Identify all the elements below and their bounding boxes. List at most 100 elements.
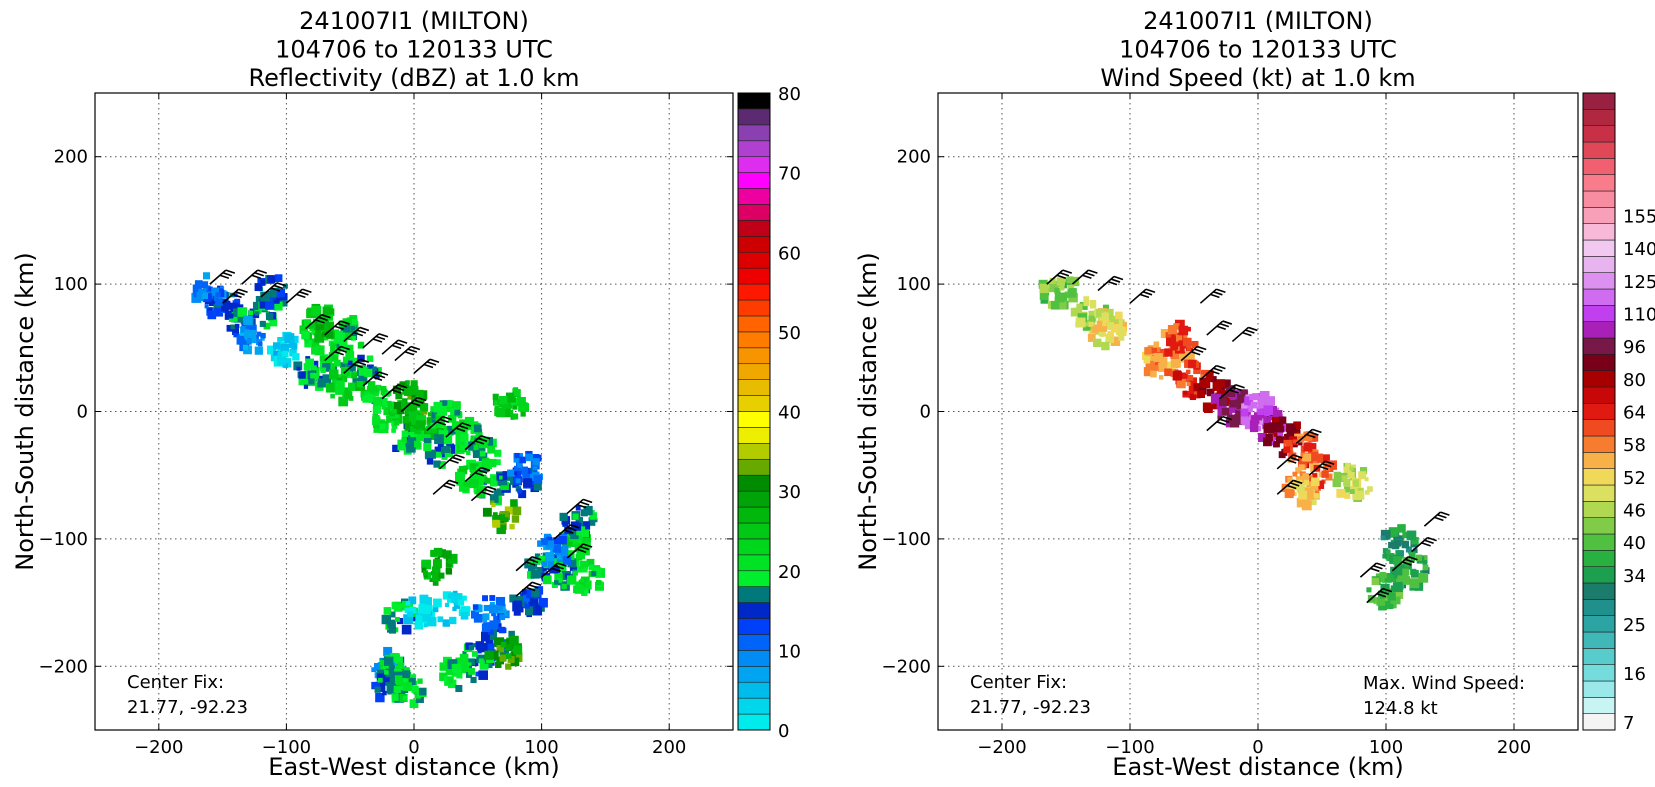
wind-barb-flag	[474, 440, 485, 445]
data-cell	[1186, 326, 1191, 332]
chart-title-line: 241007I1 (MILTON)	[1143, 7, 1373, 35]
wind-barb	[343, 326, 370, 343]
colorbar-tick-label: 140	[1623, 239, 1655, 260]
data-cell	[500, 481, 509, 491]
x-tick-label: 0	[1252, 737, 1263, 758]
y-tick-label: −100	[882, 529, 931, 550]
wind-barb-flag	[340, 345, 350, 351]
wind-barb	[1391, 555, 1418, 572]
wind-barb-flag	[525, 586, 536, 592]
colorbar-bin	[1582, 419, 1616, 437]
wind-barb-flag	[1210, 293, 1220, 299]
data-cell	[552, 554, 558, 560]
data-cell	[1391, 577, 1396, 583]
data-cell	[1303, 431, 1313, 441]
data-cell	[520, 403, 530, 412]
data-cell	[541, 538, 548, 545]
data-cell	[1341, 475, 1348, 481]
wind-barb-flag	[1318, 465, 1329, 471]
data-cell	[480, 631, 491, 642]
data-cell	[581, 529, 590, 538]
colorbar-bin	[1582, 533, 1616, 551]
data-cell	[492, 519, 501, 528]
chart-title-line: 241007I1 (MILTON)	[299, 7, 529, 35]
data-cell	[362, 395, 370, 403]
data-field	[191, 269, 605, 709]
data-cell	[509, 524, 515, 530]
data-cell	[1349, 489, 1355, 494]
data-cell	[1212, 402, 1219, 410]
wind-barb-flag	[340, 320, 350, 325]
wind-barb-flag	[582, 498, 593, 504]
data-cell	[1106, 321, 1115, 329]
data-cell	[291, 343, 298, 350]
data-cell	[562, 556, 572, 565]
wind-barb	[222, 288, 248, 304]
wind-barb	[285, 288, 312, 304]
data-cell	[1333, 471, 1341, 480]
data-cell	[1344, 492, 1351, 499]
data-cell	[510, 657, 520, 667]
data-cell	[588, 564, 595, 571]
colorbar-bin	[737, 331, 771, 349]
wind-barb-flag	[222, 271, 233, 277]
data-cell	[1107, 330, 1114, 338]
data-cell	[415, 420, 426, 430]
colorbar-bin	[1582, 223, 1616, 241]
data-cell	[389, 676, 400, 687]
colorbar-bin	[1582, 582, 1616, 600]
center-fix-value: 21.77, -92.23	[970, 697, 1091, 718]
data-cell	[1418, 572, 1429, 583]
colorbar-bin	[1582, 92, 1616, 110]
colorbar-tick-label: 10	[778, 641, 801, 662]
data-cell	[433, 460, 441, 468]
data-cell	[489, 494, 499, 503]
x-tick-label: −100	[262, 737, 311, 758]
data-cell	[1095, 308, 1105, 318]
data-cell	[383, 607, 392, 615]
data-cell	[1186, 381, 1191, 386]
data-cell	[533, 482, 542, 491]
data-cell	[248, 310, 254, 315]
data-cell	[455, 471, 465, 482]
data-field	[1038, 269, 1450, 611]
wind-barb-flag	[372, 376, 383, 381]
colorbar-bin	[737, 395, 771, 412]
data-cell	[475, 604, 483, 613]
data-cell	[1255, 425, 1262, 432]
wind-barb-flag	[219, 274, 230, 280]
data-cell	[1348, 471, 1355, 479]
data-cell	[226, 324, 234, 332]
data-cell	[424, 449, 434, 458]
data-cell	[208, 286, 213, 291]
wind-barb-flag	[276, 282, 287, 287]
data-cell	[1088, 315, 1096, 323]
data-cell	[416, 389, 424, 397]
data-cell	[562, 545, 569, 552]
data-cell	[348, 382, 357, 391]
wind-barb-flag	[270, 287, 281, 292]
data-cell	[377, 677, 383, 683]
data-cell	[1153, 365, 1159, 371]
data-cell	[317, 316, 325, 325]
data-cell	[482, 459, 492, 470]
data-cell	[392, 385, 402, 394]
data-cell	[444, 602, 450, 608]
data-cell	[326, 384, 335, 392]
wind-barb-flag	[1107, 280, 1118, 286]
data-cell	[211, 287, 220, 296]
data-cell	[434, 446, 444, 456]
wind-barb-flag	[1289, 456, 1300, 462]
wind-barb-flag	[1113, 275, 1124, 281]
wind-barb	[464, 466, 491, 483]
data-cell	[427, 412, 433, 417]
data-cell	[541, 560, 548, 567]
data-cell	[478, 670, 488, 680]
data-cell	[505, 653, 512, 659]
data-cell	[527, 469, 532, 474]
data-cell	[198, 288, 204, 294]
data-cell	[332, 377, 339, 384]
reflectivity-panel: 241007I1 (MILTON)104706 to 120133 UTCRef…	[11, 7, 801, 781]
wind-barb-flag	[481, 491, 491, 496]
data-cell	[1057, 301, 1067, 310]
